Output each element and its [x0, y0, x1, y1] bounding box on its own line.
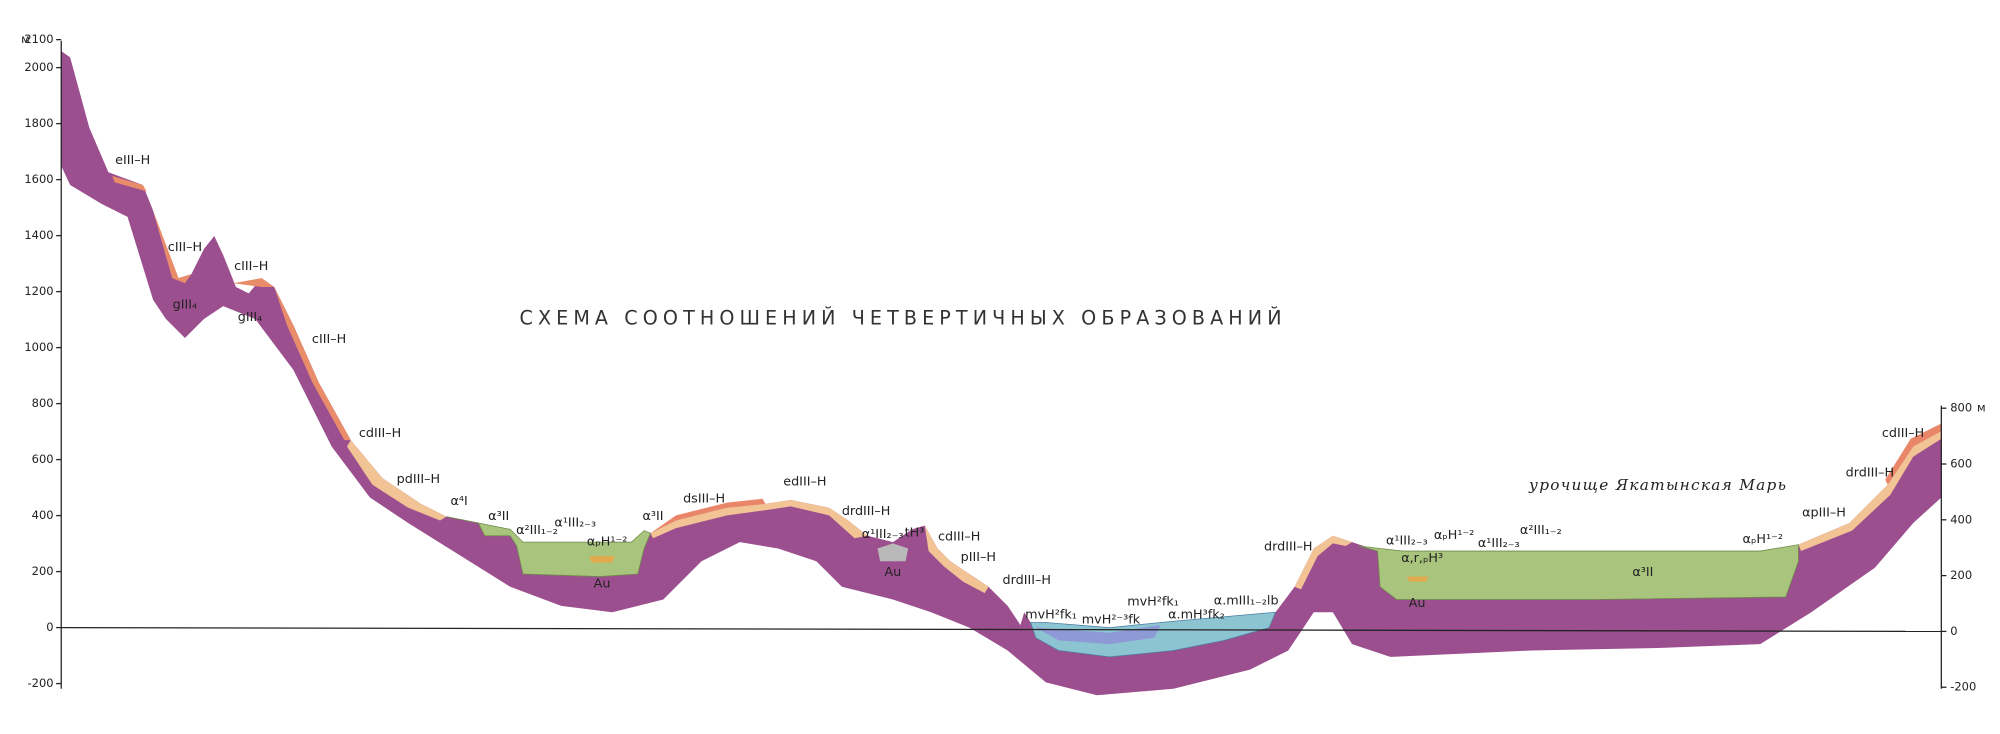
- unit-label: αₚH¹⁻²: [1434, 528, 1474, 543]
- unit-label: α¹III₂₋₃: [554, 515, 596, 530]
- tick-label: -200: [1950, 680, 1976, 694]
- unit-label: α⁴I: [451, 494, 468, 509]
- unit-label: mvH²⁻³fk: [1082, 612, 1141, 627]
- unit-label: drdIII–H: [1264, 540, 1312, 555]
- tick-label: 2100: [24, 32, 53, 46]
- tick-label: 1800: [24, 116, 53, 130]
- unit-label: pdIII–H: [397, 472, 440, 487]
- tick-label: 200: [1950, 568, 1972, 582]
- unit-label: eIII–H: [115, 153, 150, 168]
- unit-label: dsIII–H: [683, 491, 725, 506]
- unit-label: α³II: [488, 509, 509, 524]
- unit-label: gIII₄: [173, 297, 198, 312]
- unit-label: α¹III₂₋₃: [1478, 536, 1520, 551]
- tick-label: 800: [1950, 401, 1972, 415]
- unit-label: α.mH³fk₂: [1168, 607, 1225, 622]
- tick-label: 800: [32, 396, 54, 410]
- unit-label: αₚH¹⁻²: [1743, 532, 1783, 547]
- unit-label: Au: [884, 565, 901, 580]
- unit-label: Au: [1409, 596, 1426, 611]
- unit-label: α¹III₂₋₃: [862, 527, 904, 542]
- tick-label: 2000: [24, 60, 53, 74]
- place-name: урочище Якатынская Марь: [1528, 476, 1787, 494]
- tick-label: 200: [32, 564, 54, 578]
- unit-label: cIII–H: [312, 332, 346, 347]
- unit-label: drdIII–H: [842, 504, 890, 519]
- tick-label: 600: [32, 452, 54, 466]
- unit-label: cdIII–H: [1882, 426, 1924, 441]
- unit-label: cIII–H: [234, 259, 268, 274]
- unit-label: α²III₁₋₂: [516, 523, 558, 538]
- tick-label: 1000: [24, 340, 53, 354]
- unit-label: α.mIII₁₋₂lb: [1214, 593, 1279, 608]
- tick-label: -200: [28, 676, 54, 690]
- tick-label: 400: [1950, 512, 1972, 526]
- unit-label: cdIII–H: [938, 530, 980, 545]
- unit-label: tH³: [905, 526, 925, 541]
- tick-label: 1600: [24, 172, 53, 186]
- alluvium: [1358, 544, 1799, 600]
- axis-unit: м: [21, 32, 30, 46]
- unit-label: mvH²fk₁: [1025, 607, 1077, 622]
- unit-label: mvH²fk₁: [1127, 595, 1179, 610]
- unit-label: Au: [594, 577, 611, 592]
- unit-label: α²III₁₋₂: [1520, 523, 1562, 538]
- unit-label: cdIII–H: [359, 426, 401, 441]
- tick-label: 1200: [24, 284, 53, 298]
- tick-label: 0: [1950, 624, 1957, 638]
- unit-label: edIII–H: [783, 475, 826, 490]
- unit-label: pIII–H: [961, 550, 996, 565]
- title: СХЕМА СООТНОШЕНИЙ ЧЕТВЕРТИЧНЫХ ОБРАЗОВАН…: [519, 306, 1286, 329]
- tick-label: 0: [46, 620, 53, 634]
- unit-label: α¹III₂₋₃: [1386, 533, 1428, 548]
- gravel-lens: [877, 543, 909, 562]
- unit-label: cIII–H: [168, 240, 202, 255]
- tick-label: 1400: [24, 228, 53, 242]
- zero-line: [61, 626, 1942, 633]
- unit-label: drdIII–H: [1846, 466, 1894, 481]
- unit-label: gIII₄: [238, 310, 263, 325]
- unit-label: αₚH¹⁻²: [587, 535, 627, 550]
- unit-label: α³II: [1632, 565, 1653, 580]
- axis-unit: м: [1977, 401, 1986, 415]
- tick-label: 600: [1950, 457, 1972, 471]
- unit-label: α,r,ₚH³: [1401, 551, 1443, 566]
- unit-label: α³II: [643, 509, 664, 524]
- unit-label: αpIII–H: [1802, 505, 1846, 520]
- unit-label: drdIII–H: [1003, 573, 1051, 588]
- tick-label: 400: [32, 508, 54, 522]
